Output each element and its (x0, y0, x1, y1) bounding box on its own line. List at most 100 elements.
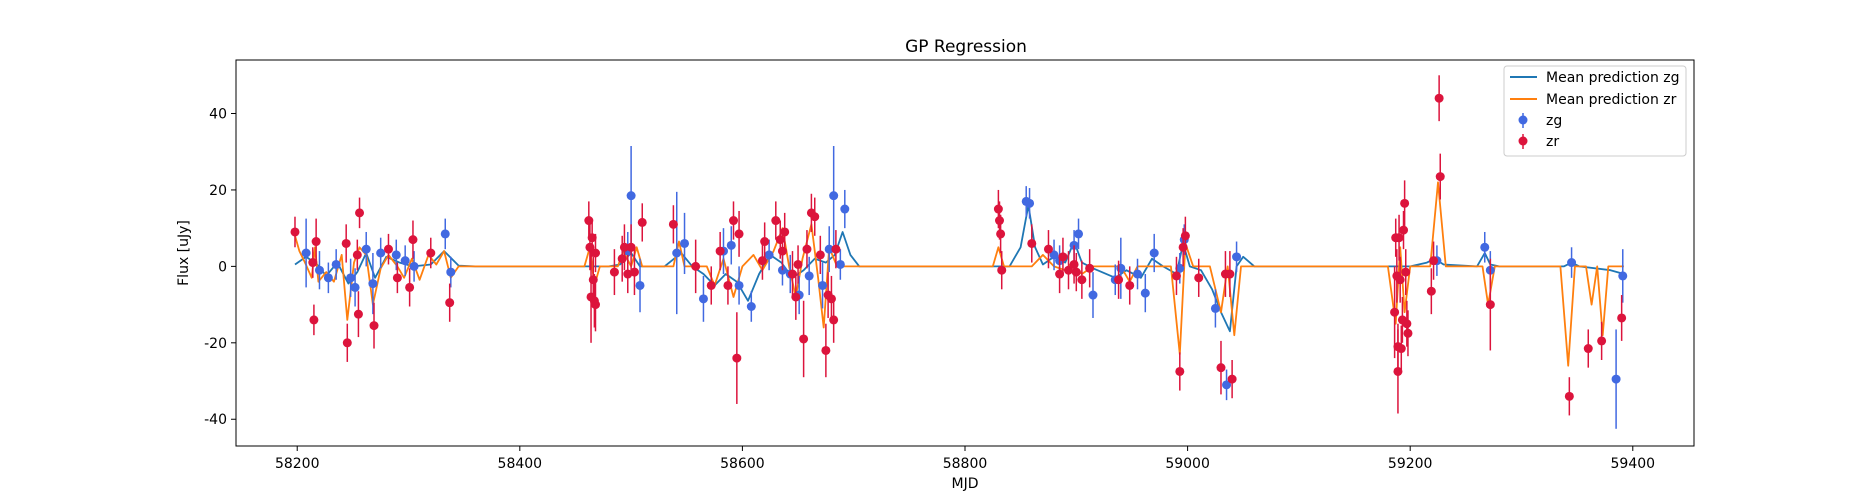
zr-data-point (1400, 198, 1410, 208)
zr-data-point (445, 298, 455, 308)
zg-data-point (804, 271, 814, 281)
zr-data-point (1429, 256, 1439, 266)
zr-data-point (1077, 275, 1087, 285)
zr-data-point (1485, 300, 1495, 310)
zg-data-point (1049, 250, 1059, 260)
zr-data-point (1426, 286, 1436, 296)
zr-data-point (1194, 273, 1204, 283)
legend-marker-zg (1518, 115, 1528, 125)
data-points-group (290, 75, 1628, 429)
zg-data-point (400, 256, 410, 266)
zg-data-point (1140, 288, 1150, 298)
zr-data-point (815, 250, 825, 260)
zg-data-point (1618, 271, 1628, 281)
zr-data-point (1390, 307, 1400, 317)
zr-data-point (715, 246, 725, 256)
zg-data-point (1567, 258, 1577, 268)
zr-data-point (637, 217, 647, 227)
zr-data-point (734, 229, 744, 239)
zr-data-point (1583, 344, 1593, 354)
zr-data-point (408, 235, 418, 245)
zg-data-point (446, 267, 456, 277)
zg-data-point (301, 248, 311, 258)
zr-data-point (619, 242, 629, 252)
zr-data-point (997, 265, 1007, 275)
zg-data-point (1175, 263, 1185, 273)
zr-data-point (821, 345, 831, 355)
zr-data-point (308, 258, 318, 268)
zr-data-point (1175, 366, 1185, 376)
legend-label-zg: zg (1546, 113, 1562, 129)
zr-data-point (1069, 259, 1079, 269)
zr-data-point (780, 227, 790, 237)
zr-data-point (342, 338, 352, 348)
legend-marker-zr (1518, 136, 1528, 146)
legend-label-zr: zr (1546, 134, 1559, 150)
zr-data-point (590, 300, 600, 310)
zr-data-point (1394, 233, 1404, 243)
zg-data-point (734, 280, 744, 290)
plot-area-frame (235, 59, 1695, 447)
zr-data-point (777, 246, 787, 256)
zr-data-point (355, 208, 365, 218)
zr-data-point (426, 248, 436, 258)
x-tick-label: 59000 (1165, 456, 1210, 472)
zg-data-point (323, 273, 333, 283)
zr-data-point (584, 216, 594, 226)
legend-box (1503, 65, 1687, 157)
zg-data-point (440, 229, 450, 239)
zr-data-point (787, 269, 797, 279)
zr-data-point (1064, 265, 1074, 275)
zg-data-point (672, 248, 682, 258)
zg-data-point (1222, 380, 1232, 390)
zr-data-point (405, 282, 415, 292)
zg-data-point (376, 248, 386, 258)
x-axis-label: MJD (952, 476, 979, 492)
zg-data-point (835, 259, 845, 269)
zg-data-point (626, 191, 636, 201)
zg-data-point (818, 280, 828, 290)
zg-data-point (1149, 248, 1159, 258)
zr-data-point (1180, 231, 1190, 241)
zr-data-point (352, 250, 362, 260)
zr-data-point (826, 294, 836, 304)
zg-data-point (1025, 198, 1035, 208)
zr-data-point (1435, 172, 1445, 182)
zr-data-point (1402, 319, 1412, 329)
zr-data-point (732, 353, 742, 363)
zr-data-point (831, 244, 841, 254)
zr-data-point (995, 216, 1005, 226)
zr-data-point (1597, 336, 1607, 346)
zr-data-point (1227, 374, 1237, 384)
x-tick-label: 58800 (943, 456, 988, 472)
zr-data-point (996, 229, 1006, 239)
zg-data-point (1210, 303, 1220, 313)
x-tick-label: 58600 (720, 456, 765, 472)
zr-data-point (1403, 328, 1413, 338)
zr-data-point (1178, 242, 1188, 252)
zr-data-point (1114, 275, 1124, 285)
zr-data-point (369, 321, 379, 331)
zr-data-point (723, 280, 733, 290)
zg-data-point (1074, 229, 1084, 239)
zg-data-point (314, 265, 324, 275)
zg-data-point (824, 244, 834, 254)
zg-data-point (840, 204, 850, 214)
zr-data-point (802, 244, 812, 254)
zr-data-point (993, 204, 1003, 214)
zr-data-point (311, 237, 321, 247)
x-tick-label: 58400 (498, 456, 543, 472)
zr-data-point (587, 233, 597, 243)
zr-data-point (353, 309, 363, 319)
zr-data-point (1399, 225, 1409, 235)
zr-data-point (1393, 366, 1403, 376)
zr-data-point (1564, 391, 1574, 401)
zr-data-point (1617, 313, 1627, 323)
legend-label-mean-zr: Mean prediction zr (1546, 92, 1677, 108)
zr-data-point (1027, 238, 1037, 248)
zr-data-point (590, 248, 600, 258)
zr-data-point (771, 216, 781, 226)
zr-data-point (691, 261, 701, 271)
zg-data-point (829, 191, 839, 201)
zr-data-point (799, 334, 809, 344)
